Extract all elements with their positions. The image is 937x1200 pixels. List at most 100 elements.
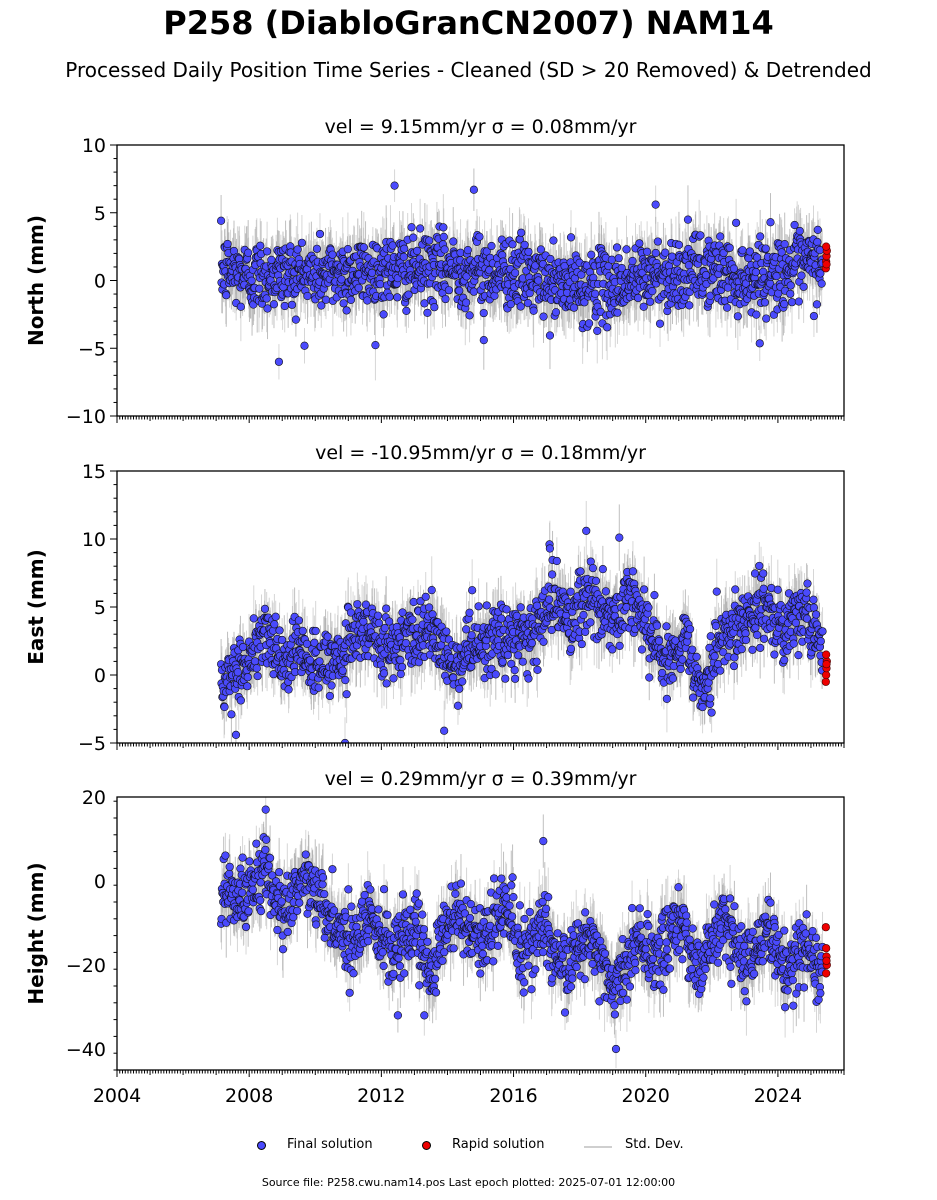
final-point: [524, 247, 533, 256]
final-point: [440, 245, 449, 254]
final-point: [761, 244, 770, 253]
final-point: [465, 311, 474, 320]
final-point: [249, 614, 258, 623]
final-point: [379, 310, 388, 319]
panel-2-plot-area: [216, 500, 831, 743]
final-point: [482, 247, 491, 256]
final-point: [439, 223, 448, 232]
final-point: [393, 293, 402, 302]
final-point: [374, 618, 383, 628]
final-point: [580, 298, 589, 307]
final-point: [413, 246, 422, 255]
final-point: [732, 218, 741, 227]
final-point: [722, 303, 732, 312]
final-point: [323, 632, 332, 641]
final-point: [300, 341, 309, 350]
final-point: [643, 247, 652, 256]
final-point: [539, 312, 548, 321]
final-point: [255, 284, 264, 293]
final-point: [275, 626, 284, 635]
final-point: [511, 268, 520, 277]
final-point: [220, 702, 229, 712]
final-point: [506, 300, 515, 309]
final-point: [795, 226, 804, 236]
final-point: [253, 671, 262, 681]
final-point: [260, 604, 270, 613]
final-point: [469, 287, 478, 296]
final-point: [310, 638, 319, 647]
final-point: [635, 239, 644, 248]
final-point: [614, 254, 623, 263]
final-point: [243, 682, 252, 691]
final-point: [354, 283, 363, 292]
final-point: [551, 308, 561, 317]
final-point: [439, 232, 448, 242]
final-point: [315, 229, 325, 239]
final-point: [744, 254, 753, 263]
figure-title: P258 (DiabloGranCN2007) NAM14: [163, 4, 774, 42]
final-point: [462, 298, 471, 307]
final-point: [376, 280, 385, 289]
final-point: [382, 679, 391, 688]
final-point: [523, 299, 533, 308]
y-tick-label: −10: [66, 406, 106, 428]
final-point: [401, 638, 411, 648]
final-point: [325, 691, 334, 701]
final-point: [534, 276, 543, 285]
final-point: [408, 615, 417, 624]
final-point: [752, 310, 761, 319]
final-point: [379, 669, 389, 678]
final-point: [409, 597, 418, 607]
final-point: [287, 300, 297, 309]
final-point: [780, 240, 789, 249]
panel-1-rapid-points: [821, 242, 831, 273]
panel-1-ylabel: North (mm): [24, 215, 48, 346]
final-point: [380, 623, 389, 633]
final-point: [397, 662, 407, 672]
final-point: [363, 296, 372, 305]
final-point: [233, 668, 242, 677]
final-point: [766, 218, 775, 227]
final-point: [651, 248, 660, 258]
panel-1-final-points: [216, 181, 827, 366]
panel-1: −10 −5 0 5 10 vel = 9.15mm/yr σ = 0.08mm/yr No…: [24, 116, 845, 428]
final-point: [270, 620, 279, 629]
final-point: [529, 306, 538, 315]
final-point: [262, 247, 272, 256]
final-point: [263, 304, 272, 313]
final-point: [479, 308, 488, 318]
final-point: [423, 308, 432, 317]
final-point: [338, 666, 347, 675]
rapid-point: [822, 260, 831, 269]
final-point: [280, 301, 289, 311]
final-point: [404, 290, 413, 299]
final-point: [359, 243, 368, 252]
final-point: [545, 331, 555, 340]
final-point: [762, 314, 771, 323]
final-point: [409, 233, 418, 242]
final-point: [745, 247, 754, 256]
final-point: [385, 617, 394, 626]
final-point: [236, 696, 245, 705]
final-point: [584, 319, 594, 328]
final-point: [653, 237, 662, 246]
final-point: [607, 255, 616, 264]
y-tick-label: 5: [94, 203, 106, 225]
final-point: [396, 669, 405, 679]
final-point: [400, 244, 409, 253]
final-point: [227, 710, 236, 719]
final-point: [274, 357, 284, 366]
final-point: [725, 243, 734, 252]
final-point: [622, 245, 631, 254]
final-point: [216, 216, 226, 225]
final-point: [269, 300, 279, 309]
final-point: [444, 286, 454, 295]
final-point: [760, 298, 770, 307]
final-point: [236, 302, 245, 311]
final-point: [284, 685, 293, 694]
final-point: [327, 681, 336, 690]
final-point: [817, 279, 826, 288]
final-point: [674, 240, 684, 249]
final-point: [271, 612, 280, 621]
